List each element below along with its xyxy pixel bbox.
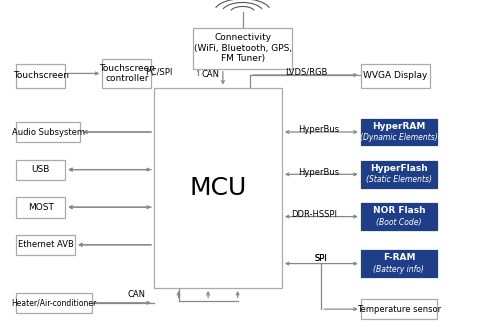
Text: Ethernet AVB: Ethernet AVB: [18, 240, 74, 249]
Text: USB: USB: [32, 165, 50, 174]
Text: WVGA Display: WVGA Display: [363, 71, 428, 80]
FancyBboxPatch shape: [16, 160, 66, 180]
Text: Heater/Air-conditioner: Heater/Air-conditioner: [12, 298, 97, 307]
FancyBboxPatch shape: [360, 64, 430, 88]
FancyBboxPatch shape: [16, 64, 66, 88]
Text: (Static Elements): (Static Elements): [366, 176, 432, 184]
FancyBboxPatch shape: [360, 203, 437, 230]
Text: I²C/SPI: I²C/SPI: [145, 68, 172, 77]
Text: Touchscreen: Touchscreen: [12, 71, 68, 80]
Text: LVDS/RGB: LVDS/RGB: [286, 68, 328, 77]
Text: NOR Flash: NOR Flash: [372, 206, 425, 215]
Text: HyperFlash: HyperFlash: [370, 164, 428, 173]
FancyBboxPatch shape: [360, 119, 437, 146]
Text: HyperBus: HyperBus: [298, 168, 340, 177]
Text: Temperature sensor: Temperature sensor: [357, 305, 441, 314]
Text: Touchscreen
controller: Touchscreen controller: [99, 64, 155, 83]
FancyBboxPatch shape: [194, 28, 292, 69]
Text: CAN: CAN: [202, 71, 220, 79]
FancyBboxPatch shape: [154, 88, 282, 288]
FancyBboxPatch shape: [360, 250, 437, 277]
FancyBboxPatch shape: [102, 59, 152, 88]
FancyBboxPatch shape: [16, 122, 80, 142]
Text: SPI: SPI: [315, 254, 328, 263]
Text: SPI: SPI: [315, 254, 328, 263]
Text: (Battery info): (Battery info): [374, 265, 424, 274]
FancyBboxPatch shape: [16, 235, 75, 255]
Text: MCU: MCU: [190, 176, 246, 200]
FancyBboxPatch shape: [360, 161, 437, 188]
Text: CAN: CAN: [128, 290, 146, 300]
Text: F-RAM: F-RAM: [382, 253, 415, 263]
Text: Audio Subsystem: Audio Subsystem: [12, 128, 85, 136]
FancyBboxPatch shape: [16, 197, 66, 217]
Text: HyperBus: HyperBus: [298, 125, 340, 134]
Text: Connectivity
(WiFi, Bluetooth, GPS,
FM Tuner): Connectivity (WiFi, Bluetooth, GPS, FM T…: [194, 33, 292, 63]
Text: DDR-HSSPI: DDR-HSSPI: [291, 210, 337, 219]
Text: (Boot Code): (Boot Code): [376, 218, 422, 227]
Text: HyperRAM: HyperRAM: [372, 122, 426, 131]
FancyBboxPatch shape: [360, 299, 437, 319]
FancyBboxPatch shape: [16, 293, 92, 313]
Text: (Dynamic Elements): (Dynamic Elements): [360, 133, 438, 142]
Text: MOST: MOST: [28, 203, 54, 212]
